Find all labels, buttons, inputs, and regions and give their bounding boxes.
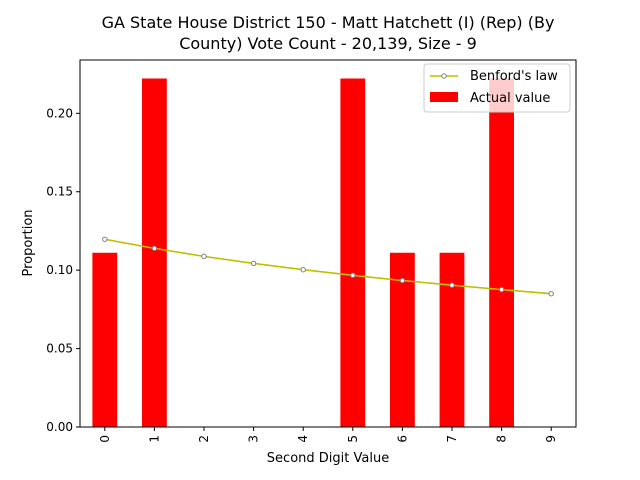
x-tick-label: 1 [147,435,161,443]
benford-point-9 [548,290,554,297]
x-tick-label: 9 [544,435,558,443]
legend-bar-swatch [430,92,458,102]
x-tick-label: 5 [346,435,360,443]
benford-point-4 [300,266,306,273]
x-tick-label: 3 [247,435,261,443]
y-tick-label: 0.00 [46,420,73,434]
legend-marker-swatch [441,73,447,79]
legend-box [423,63,571,113]
x-tick-label: 0 [98,435,112,443]
x-tick-label: 4 [296,435,310,443]
benford-point-5 [350,272,356,279]
y-tick-label: 0.20 [46,106,73,120]
bar-digit-0 [92,252,118,427]
benford-point-0 [102,236,108,242]
x-tick-label: 2 [197,435,211,443]
chart-title-line2: County) Vote Count - 20,139, Size - 9 [179,34,477,53]
bar-digit-7 [439,252,465,427]
chart-title-line1: GA State House District 150 - Matt Hatch… [102,13,555,32]
y-tick-label: 0.10 [46,263,73,277]
y-axis-label: Proportion [21,209,36,276]
benford-point-8 [498,286,505,293]
legend-label-actual: Actual value [470,91,550,106]
y-tick-label: 0.15 [46,185,73,199]
legend: Benford's law Actual value [423,63,571,113]
x-axis-label: Second Digit Value [267,451,389,466]
bar-digit-5 [340,78,366,427]
plot-area: 0.00 0.05 0.10 0.15 0.20 0 1 2 3 4 5 6 7 8 9 [46,59,577,443]
x-tick-label: 6 [395,435,409,443]
x-tick-label: 8 [495,435,509,443]
y-tick-label: 0.05 [46,342,73,356]
benford-point-3 [250,260,257,267]
x-tick-label: 7 [445,435,459,443]
benford-point-1 [151,245,158,252]
bar-digit-8 [489,78,514,427]
benford-point-6 [399,277,406,284]
benford-point-2 [201,253,207,260]
benford-line [104,238,552,295]
legend-label-benford: Benford's law [470,69,558,84]
plot-frame [79,59,577,428]
benford-point-7 [449,282,455,288]
bar-digit-1 [142,78,167,427]
